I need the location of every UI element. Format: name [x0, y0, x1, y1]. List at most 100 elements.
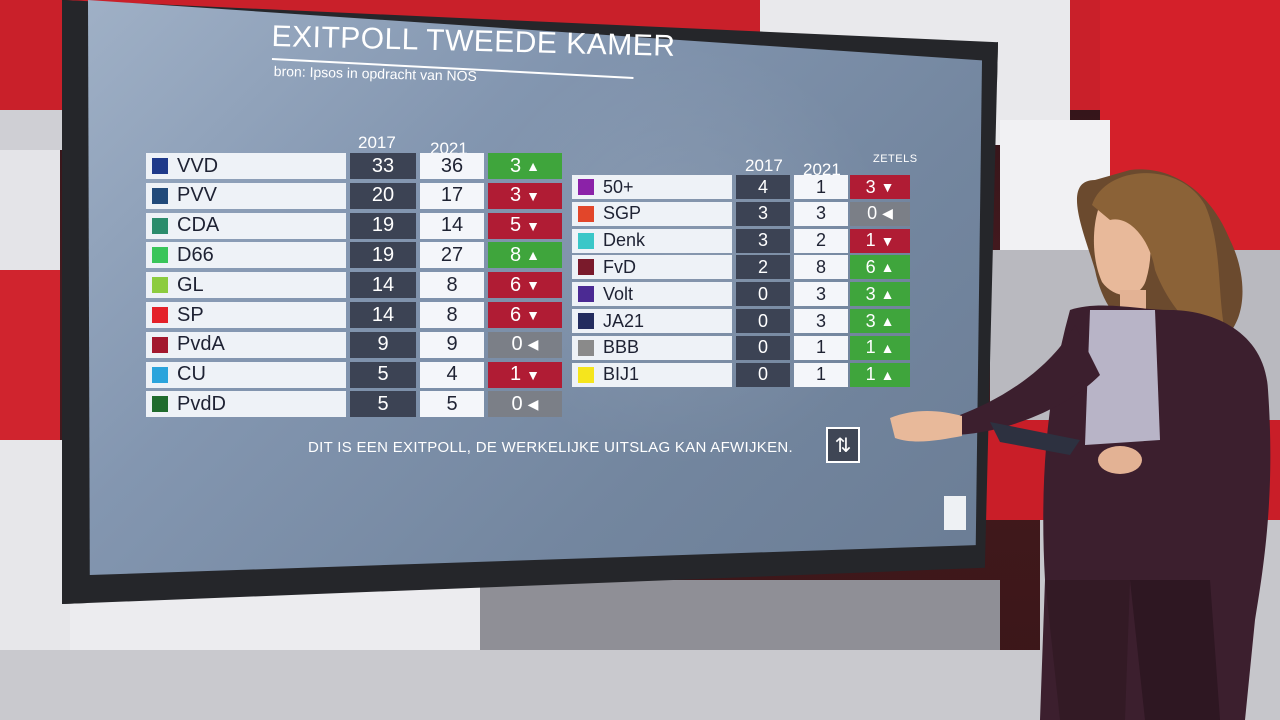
seat-change-cell: 1 ▼ — [850, 228, 910, 253]
seats-2017-cell: 4 — [736, 175, 790, 199]
seat-change-cell: 1 ▲ — [850, 335, 910, 360]
party-name: SGP — [603, 203, 642, 224]
seat-change-cell: 8 ▲ — [488, 242, 562, 269]
seats-2017-cell: 3 — [736, 228, 790, 253]
swap-button[interactable]: ⇅ — [826, 427, 860, 463]
seat-change-value: 6 — [865, 256, 876, 277]
seat-change-value: 3 — [865, 283, 876, 304]
party-name-cell: Volt — [572, 282, 732, 307]
seat-change-value: 8 — [510, 243, 522, 266]
seats-2021-cell: 1 — [794, 175, 848, 199]
right-header-2021: 2021 — [803, 160, 841, 179]
seats-2017-cell: 0 — [736, 362, 790, 387]
seats-2021-cell: 2 — [794, 228, 848, 253]
seats-2021-cell: 1 — [794, 335, 848, 360]
seat-change-cell: 1 ▼ — [488, 361, 562, 388]
party-color-swatch — [152, 217, 168, 234]
seat-change-value: 3 — [510, 184, 522, 207]
triangle-down-icon: ▼ — [526, 307, 540, 323]
party-name-cell: PvdA — [146, 331, 346, 358]
party-color-swatch — [152, 247, 168, 264]
exitpoll-disclaimer: DIT IS EEN EXITPOLL, DE WERKELIJKE UITSL… — [308, 439, 793, 456]
seats-2021-cell: 9 — [420, 331, 484, 358]
party-name: CU — [177, 363, 206, 386]
seats-2021-cell: 17 — [420, 182, 484, 209]
party-name-cell: SGP — [572, 201, 732, 226]
seat-change-value: 5 — [510, 214, 522, 237]
party-color-swatch — [578, 339, 594, 356]
seat-change-value: 0 — [867, 203, 878, 224]
party-color-swatch — [152, 277, 168, 294]
triangle-down-icon: ▼ — [880, 179, 895, 195]
seats-2017-cell: 19 — [350, 212, 416, 239]
party-name-cell: CDA — [146, 212, 346, 239]
party-name: BBB — [603, 337, 640, 358]
party-name: PVV — [177, 184, 218, 207]
party-name: SP — [177, 303, 204, 326]
seats-2021-cell: 1 — [794, 362, 848, 387]
seats-2017-cell: 5 — [350, 391, 416, 418]
seat-change-cell: 3 ▼ — [850, 175, 910, 199]
seats-2021-cell: 3 — [794, 282, 848, 307]
seats-2017-cell: 14 — [350, 272, 416, 299]
party-name-cell: PVV — [146, 182, 346, 209]
seats-2017-cell: 19 — [350, 242, 416, 269]
backdrop-panel — [0, 270, 60, 440]
triangle-down-icon: ▼ — [526, 217, 540, 234]
seat-change-cell: 3 ▲ — [850, 309, 910, 333]
party-name: Denk — [603, 230, 646, 251]
party-color-swatch — [152, 396, 168, 413]
triangle-down-icon: ▼ — [526, 187, 540, 204]
seats-2017-cell: 33 — [350, 153, 416, 179]
right-header-seats: ZETELS — [873, 153, 918, 165]
seat-change-value: 3 — [510, 154, 522, 177]
seats-2021-cell: 8 — [794, 255, 848, 280]
triangle-up-icon: ▲ — [880, 366, 895, 383]
party-name: D66 — [177, 243, 214, 266]
seats-2021-cell: 4 — [420, 361, 484, 388]
party-color-swatch — [578, 205, 594, 222]
party-name-cell: CU — [146, 361, 346, 388]
triangle-left-icon: ◀ — [527, 336, 539, 353]
seats-2021-cell: 3 — [794, 309, 848, 333]
party-name: BIJ1 — [603, 364, 640, 385]
seats-2017-cell: 5 — [350, 361, 416, 388]
right-header-2017: 2017 — [745, 156, 783, 175]
party-name-cell: BBB — [572, 335, 732, 360]
party-name: 50+ — [603, 176, 634, 197]
seat-change-cell: 5 ▼ — [488, 212, 562, 239]
party-name-cell: GL — [146, 272, 346, 299]
seat-change-cell: 3 ▲ — [488, 153, 562, 179]
party-name: PvdD — [177, 392, 226, 415]
seats-2017-cell: 0 — [736, 309, 790, 333]
party-name: PvdA — [177, 333, 225, 356]
seat-change-cell: 6 ▼ — [488, 302, 562, 328]
party-color-swatch — [152, 158, 168, 174]
party-name: FvD — [603, 256, 636, 277]
party-color-swatch — [152, 336, 168, 353]
triangle-up-icon: ▲ — [880, 313, 895, 329]
party-name-cell: BIJ1 — [572, 362, 732, 387]
screen-corner-tab[interactable] — [944, 496, 966, 530]
party-name-cell: PvdD — [146, 391, 346, 418]
seats-2021-cell: 27 — [420, 242, 484, 269]
party-color-swatch — [578, 286, 594, 303]
triangle-up-icon: ▲ — [880, 286, 895, 303]
seat-change-value: 0 — [511, 333, 523, 356]
seat-change-value: 1 — [865, 364, 876, 385]
seat-change-value: 3 — [865, 310, 876, 331]
presenter-figure — [890, 169, 1271, 720]
seat-change-cell: 0 ◀ — [850, 201, 910, 226]
backdrop-panel — [0, 150, 60, 270]
seats-2017-cell: 2 — [736, 255, 790, 280]
swap-arrows-icon: ⇅ — [834, 434, 852, 457]
seat-change-cell: 0 ◀ — [488, 331, 562, 358]
seat-change-value: 6 — [510, 273, 522, 296]
seats-2021-cell: 8 — [420, 272, 484, 299]
party-name-cell: FvD — [572, 255, 732, 280]
seat-change-value: 1 — [865, 337, 876, 358]
party-name-cell: JA21 — [572, 309, 732, 333]
party-color-swatch — [578, 232, 594, 249]
party-color-swatch — [578, 259, 594, 276]
seat-change-value: 0 — [511, 392, 523, 415]
